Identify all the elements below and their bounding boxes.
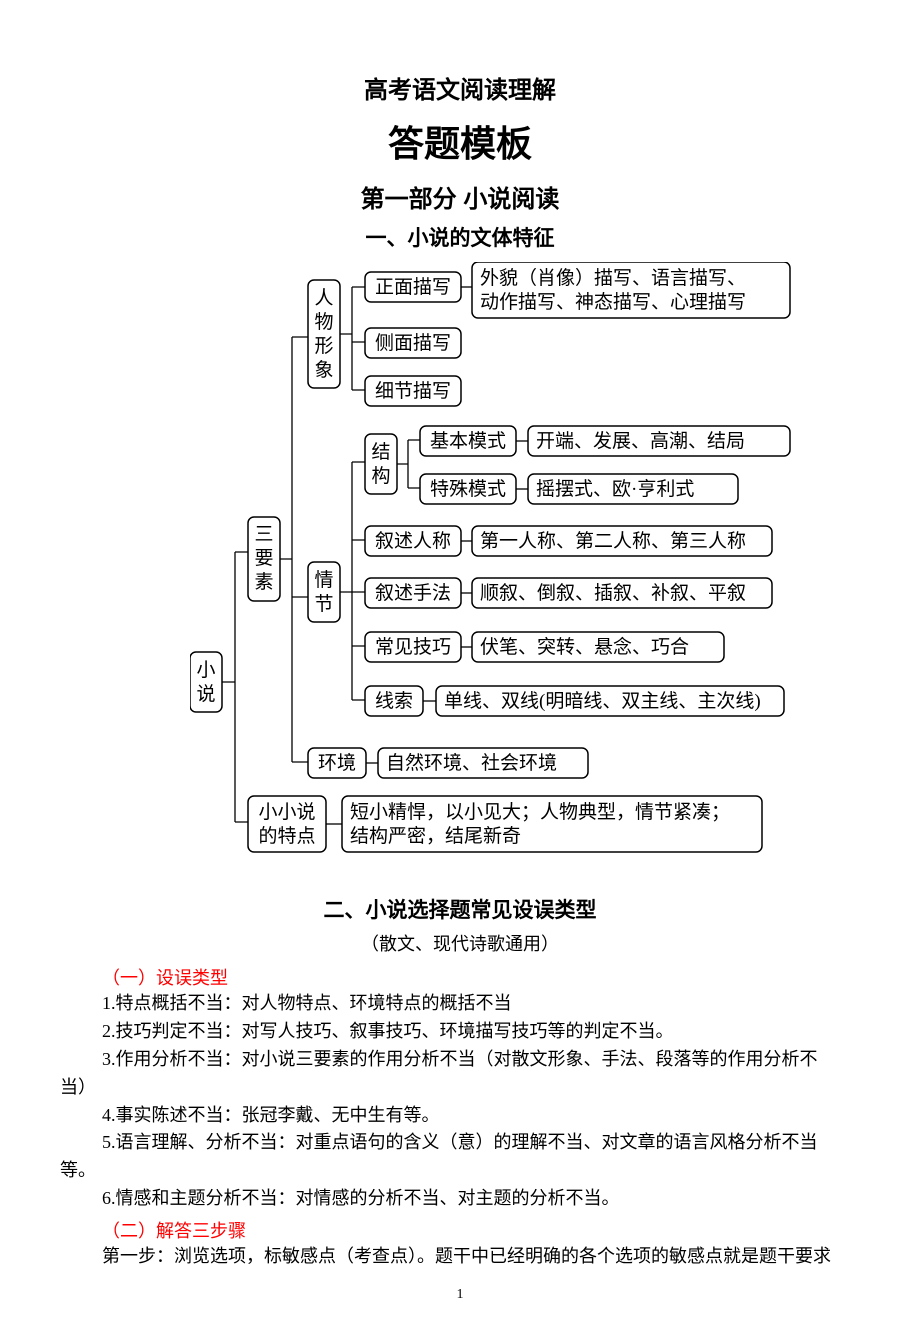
diagram-rencheng-c: 第一人称、第二人称、第三人称 [480,530,746,552]
title-line-1: 高考语文阅读理解 [60,70,860,105]
diagram-huanjing: 环境 [318,752,356,774]
document-page: 高考语文阅读理解 答题模板 第一部分 小说阅读 一、小说的文体特征 小 说 三 … [0,0,920,1333]
title-line-2: 答题模板 [60,115,860,167]
diagram-teshu-c: 摇摆式、欧·亨利式 [536,478,694,500]
item-a4: 4.事实陈述不当：张冠李戴、无中生有等。 [102,1102,860,1130]
diagram-xijie: 细节描写 [375,380,451,402]
diagram-teshu: 特殊模式 [430,478,506,500]
diagram-jiben: 基本模式 [430,430,506,452]
diagram-xiansuo: 线索 [375,690,413,712]
diagram-zhengmian-c1: 外貌（肖像）描写、语言描写、 [480,267,746,289]
diagram-renwu-2: 物 [314,311,333,333]
diagram-jiqiao: 常见技巧 [375,636,451,658]
diagram-xiansuo-c: 单线、双线(明暗线、双主线、主次线) [444,690,761,712]
diagram-cemian: 侧面描写 [375,332,451,354]
diagram-jiben-c: 开端、发展、高潮、结局 [536,430,745,452]
page-number: 1 [60,1287,860,1303]
item-a1: 1.特点概括不当：对人物特点、环境特点的概括不当 [102,990,860,1018]
diagram-xiaoxiaoshuo-c1: 短小精悍，以小见大；人物典型，情节紧凑； [350,801,730,823]
diagram-jiegou-1: 结 [371,441,390,463]
item-a3-tail: 当） [60,1074,860,1102]
title-line-3: 第一部分 小说阅读 [60,179,860,214]
item-a3: 3.作用分析不当：对小说三要素的作用分析不当（对散文形象、手法、段落等的作用分析… [102,1046,860,1074]
diagram-sanyaosu-1: 三 [254,524,273,545]
item-a5: 5.语言理解、分析不当：对重点语句的含义（意）的理解不当、对文章的语言风格分析不… [102,1129,860,1157]
diagram-xiaoxiaoshuo-l1: 小小说 [258,801,315,823]
diagram-root-l2: 说 [196,683,215,705]
diagram-zhengmian-c2: 动作描写、神态描写、心理描写 [480,291,746,313]
diagram-shoufa: 叙述手法 [375,582,451,604]
title-line-4: 一、小说的文体特征 [60,222,860,252]
item-a6: 6.情感和主题分析不当：对情感的分析不当、对主题的分析不当。 [102,1185,860,1213]
item-a2: 2.技巧判定不当：对写人技巧、叙事技巧、环境描写技巧等的判定不当。 [102,1018,860,1046]
diagram-qingjie-2: 节 [314,593,333,615]
diagram-shoufa-c: 顺叙、倒叙、插叙、补叙、平叙 [480,582,746,604]
diagram-sanyaosu-2: 要 [254,548,273,569]
diagram-jiegou-2: 构 [371,465,390,487]
diagram-renwu-4: 象 [314,359,333,381]
diagram-huanjing-c: 自然环境、社会环境 [386,752,557,774]
diagram-xiaoxiaoshuo-c2: 结构严密，结尾新奇 [350,825,521,847]
section2-subtitle: （散文、现代诗歌通用） [60,930,860,956]
diagram-sanyaosu-3: 素 [254,571,273,593]
concept-tree-diagram: 小 说 三 要 素 人 物 形 象 正面描写 外貌（肖像）描写、语言描写、 动作… [190,262,850,882]
diagram-renwu-1: 人 [314,287,333,309]
diagram-xiaoxiaoshuo-l2: 的特点 [258,825,315,847]
section2-sub-b: （二）解答三步骤 [102,1217,860,1243]
diagram-qingjie-1: 情 [314,569,333,591]
section2-heading: 二、小说选择题常见设误类型 [60,894,860,924]
diagram-renwu-3: 形 [314,335,333,357]
item-a5-tail: 等。 [60,1157,860,1185]
diagram-rencheng: 叙述人称 [375,530,451,552]
diagram-root-l1: 小 [196,659,215,681]
diagram-zhengmian: 正面描写 [375,276,451,298]
step-b1: 第一步：浏览选项，标敏感点（考查点）。题干中已经明确的各个选项的敏感点就是题干要… [102,1243,860,1271]
section2-sub-a: （一）设误类型 [102,964,860,990]
diagram-jiqiao-c: 伏笔、突转、悬念、巧合 [480,635,689,658]
